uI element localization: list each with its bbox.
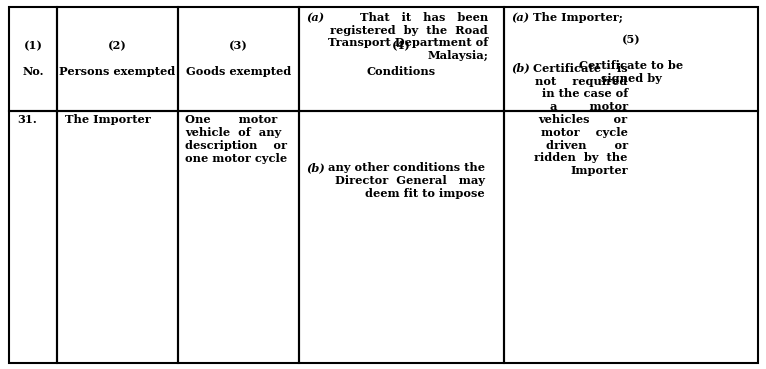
Text: (2)

Persons exempted: (2) Persons exempted [60,41,175,77]
Text: That   it   has   been
registered  by  the  Road
Transport Department of
Malaysi: That it has been registered by the Road … [328,12,488,61]
Text: any other conditions the
Director  General   may
deem fit to impose: any other conditions the Director Genera… [328,162,485,199]
Text: 31.: 31. [17,114,37,125]
Text: (5)

Certificate to be
signed by: (5) Certificate to be signed by [579,34,683,84]
Bar [178,7,299,111]
Bar [178,111,299,363]
Text: (a): (a) [512,12,530,23]
Text: (3)

Goods exempted: (3) Goods exempted [185,41,291,77]
Text: (1)

No.: (1) No. [22,41,44,77]
Text: (a): (a) [306,12,325,23]
Text: The Importer: The Importer [65,114,151,125]
Bar [57,7,178,111]
Text: One       motor
vehicle  of  any
description    or
one motor cycle: One motor vehicle of any description or … [185,114,287,164]
Text: (4)

Conditions: (4) Conditions [367,41,436,77]
Bar [299,7,504,111]
Text: Certificate    is
not    required
in the case of
a        motor
vehicles      or: Certificate is not required in the case … [533,63,628,176]
Bar [57,111,178,363]
Bar [9,111,57,363]
Bar [504,111,758,363]
Text: The Importer;: The Importer; [533,12,623,23]
Text: (b): (b) [512,63,530,74]
Bar [9,7,57,111]
Bar [299,111,504,363]
Text: (b): (b) [306,162,325,173]
Bar [504,7,758,111]
